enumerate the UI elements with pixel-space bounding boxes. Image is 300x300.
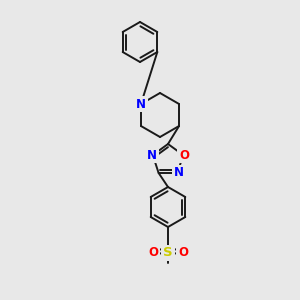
Text: N: N	[173, 167, 183, 179]
Text: S: S	[163, 247, 173, 260]
Text: N: N	[136, 98, 146, 110]
Text: O: O	[179, 148, 189, 162]
Text: N: N	[147, 148, 157, 162]
Text: O: O	[148, 245, 158, 259]
Text: O: O	[178, 245, 188, 259]
